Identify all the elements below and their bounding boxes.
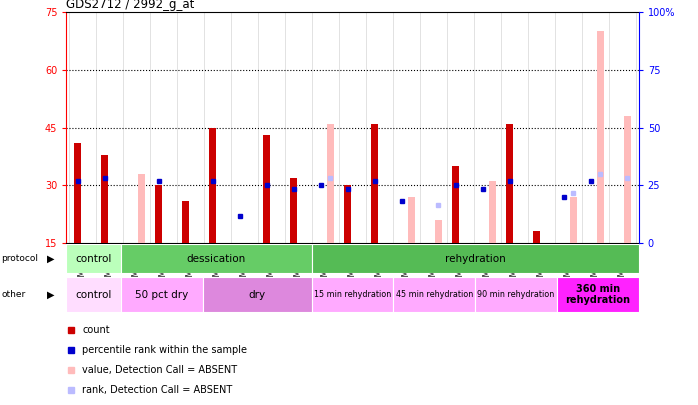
Bar bbox=[408, 197, 415, 243]
Bar bbox=[202, 277, 311, 312]
Text: 360 min
rehydration: 360 min rehydration bbox=[565, 284, 630, 305]
Text: 50 pct dry: 50 pct dry bbox=[135, 290, 188, 300]
Bar bbox=[182, 201, 189, 243]
Bar bbox=[155, 185, 162, 243]
Bar bbox=[452, 166, 459, 243]
Text: dry: dry bbox=[248, 290, 266, 300]
Text: dessication: dessication bbox=[186, 254, 246, 264]
Bar bbox=[66, 277, 121, 312]
Bar bbox=[66, 244, 121, 273]
Text: 90 min rehydration: 90 min rehydration bbox=[477, 290, 555, 299]
Bar bbox=[74, 143, 81, 243]
Bar bbox=[557, 277, 639, 312]
Bar bbox=[311, 244, 639, 273]
Bar bbox=[121, 244, 311, 273]
Bar bbox=[435, 220, 442, 243]
Text: 45 min rehydration: 45 min rehydration bbox=[396, 290, 473, 299]
Text: control: control bbox=[75, 290, 112, 300]
Bar bbox=[371, 124, 378, 243]
Bar bbox=[121, 277, 202, 312]
Text: value, Detection Call = ABSENT: value, Detection Call = ABSENT bbox=[82, 365, 237, 375]
Text: control: control bbox=[75, 254, 112, 264]
Text: percentile rank within the sample: percentile rank within the sample bbox=[82, 345, 247, 355]
Text: protocol: protocol bbox=[1, 254, 38, 263]
Bar bbox=[236, 243, 243, 247]
Text: ▶: ▶ bbox=[47, 254, 55, 264]
Bar bbox=[209, 128, 216, 243]
Text: rehydration: rehydration bbox=[445, 254, 505, 264]
Bar bbox=[101, 155, 108, 243]
Bar bbox=[311, 277, 394, 312]
Bar bbox=[138, 174, 145, 243]
Text: 15 min rehydration: 15 min rehydration bbox=[314, 290, 391, 299]
Bar bbox=[597, 32, 604, 243]
Text: GDS2712 / 2992_g_at: GDS2712 / 2992_g_at bbox=[66, 0, 195, 11]
Bar bbox=[489, 181, 496, 243]
Bar bbox=[624, 116, 631, 243]
Text: rank, Detection Call = ABSENT: rank, Detection Call = ABSENT bbox=[82, 386, 232, 395]
Text: ▶: ▶ bbox=[47, 290, 55, 300]
Bar bbox=[290, 178, 297, 243]
Text: count: count bbox=[82, 325, 110, 335]
Bar bbox=[570, 197, 577, 243]
Bar bbox=[344, 185, 351, 243]
Bar bbox=[394, 277, 475, 312]
Bar bbox=[533, 232, 540, 243]
Bar bbox=[327, 124, 334, 243]
Bar bbox=[506, 124, 513, 243]
Text: other: other bbox=[1, 290, 26, 299]
Bar bbox=[263, 135, 270, 243]
Bar bbox=[475, 277, 557, 312]
